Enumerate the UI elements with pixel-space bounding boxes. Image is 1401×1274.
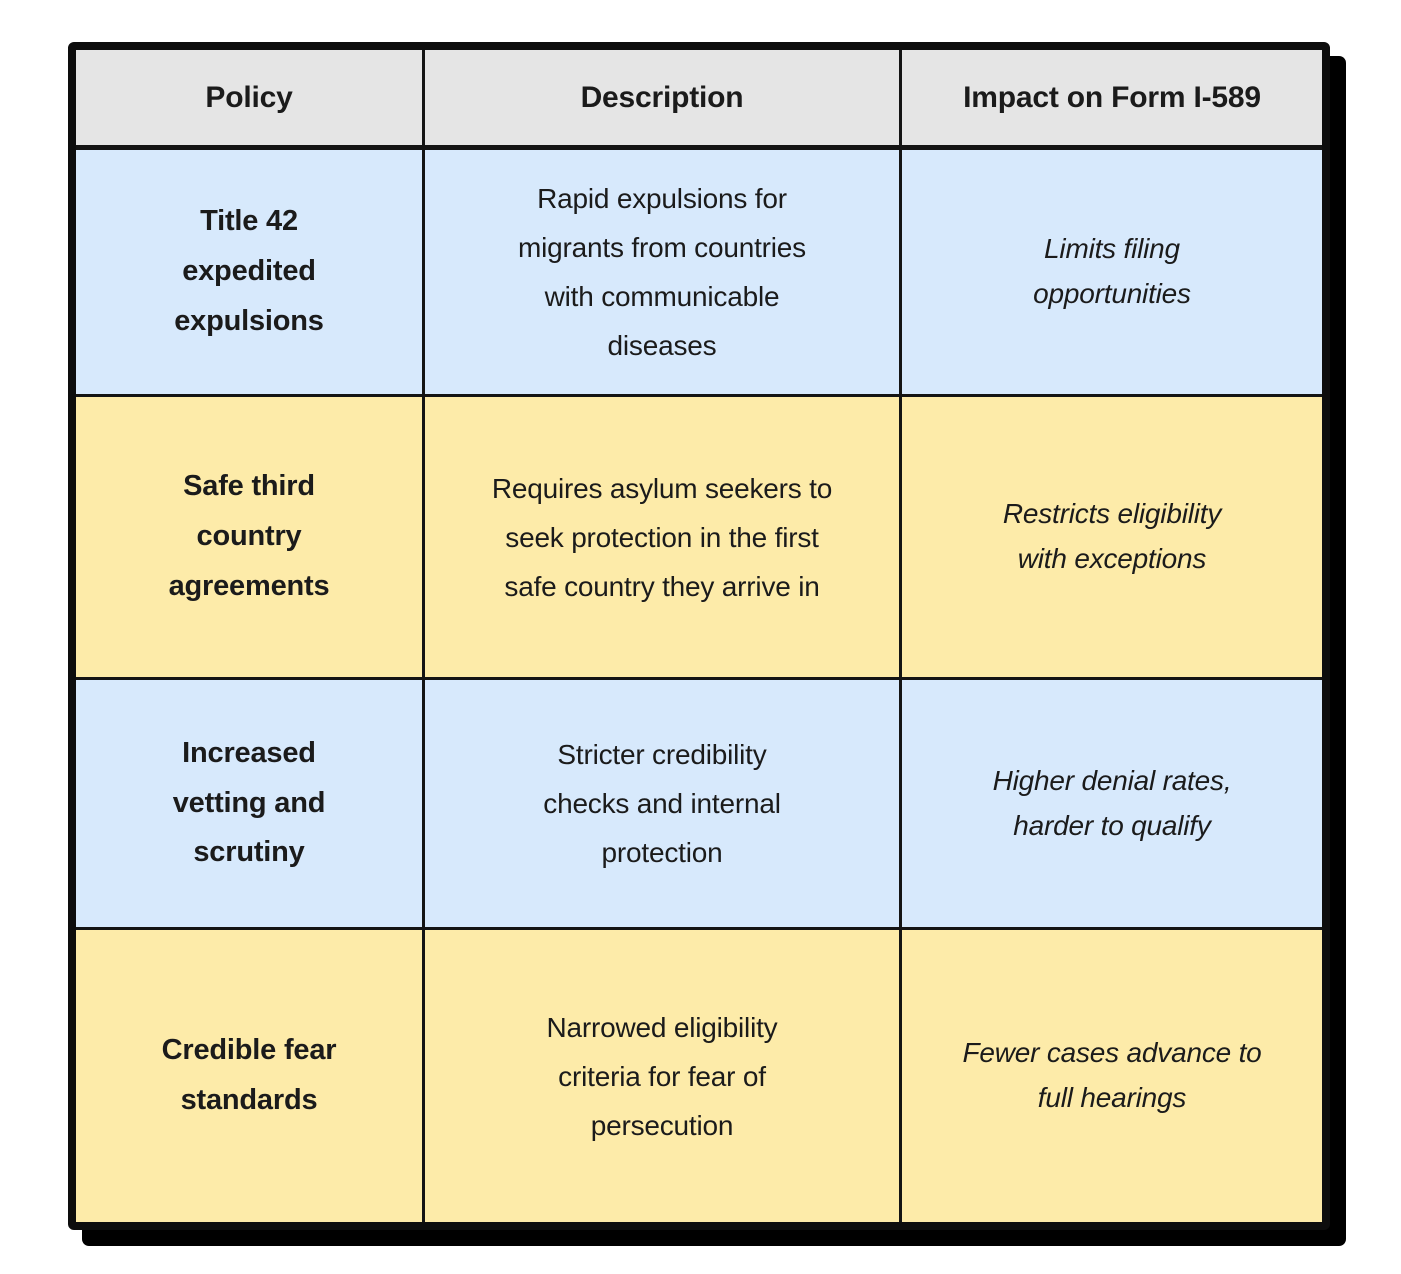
cell-text: Higher denial rates, harder to qualify [992,764,1232,841]
cell-description-row-1: Rapid expulsions for migrants from count… [425,150,902,397]
cell-description-row-4: Narrowed eligibility criteria for fear o… [425,930,902,1222]
policy-impact-table: Policy Description Impact on Form I-589 … [68,42,1330,1230]
cell-text: Safe third country agreements [168,470,330,602]
cell-text: Narrowed eligibility criteria for fear o… [546,1011,778,1141]
cell-text: Requires asylum seekers to seek protecti… [491,472,833,602]
cell-text: Title 42 expedited expulsions [174,205,324,337]
cell-description-row-3: Stricter credibility checks and internal… [425,680,902,930]
column-header-label: Description [580,80,744,114]
cell-policy-row-4: Credible fear standards [76,930,425,1222]
cell-text: Limits filing opportunities [1033,233,1191,309]
table-grid: Policy Description Impact on Form I-589 … [76,50,1322,1222]
column-header-impact: Impact on Form I-589 [902,50,1322,150]
cell-impact-row-3: Higher denial rates, harder to qualify [902,680,1322,930]
cell-text: Credible fear standards [161,1034,337,1116]
cell-description-row-2: Requires asylum seekers to seek protecti… [425,397,902,680]
cell-text: Stricter credibility checks and internal… [543,739,781,868]
cell-text: Fewer cases advance to full hearings [962,1037,1262,1113]
cell-policy-row-1: Title 42 expedited expulsions [76,150,425,397]
column-header-label: Policy [205,80,293,114]
column-header-policy: Policy [76,50,425,150]
cell-impact-row-4: Fewer cases advance to full hearings [902,930,1322,1222]
cell-policy-row-3: Increased vetting and scrutiny [76,680,425,930]
cell-text: Increased vetting and scrutiny [172,736,326,869]
cell-impact-row-2: Restricts eligibility with exceptions [902,397,1322,680]
column-header-label: Impact on Form I-589 [963,80,1261,114]
cell-policy-row-2: Safe third country agreements [76,397,425,680]
column-header-description: Description [425,50,902,150]
cell-impact-row-1: Limits filing opportunities [902,150,1322,397]
cell-text: Rapid expulsions for migrants from count… [518,183,806,361]
cell-text: Restricts eligibility with exceptions [1002,498,1222,574]
